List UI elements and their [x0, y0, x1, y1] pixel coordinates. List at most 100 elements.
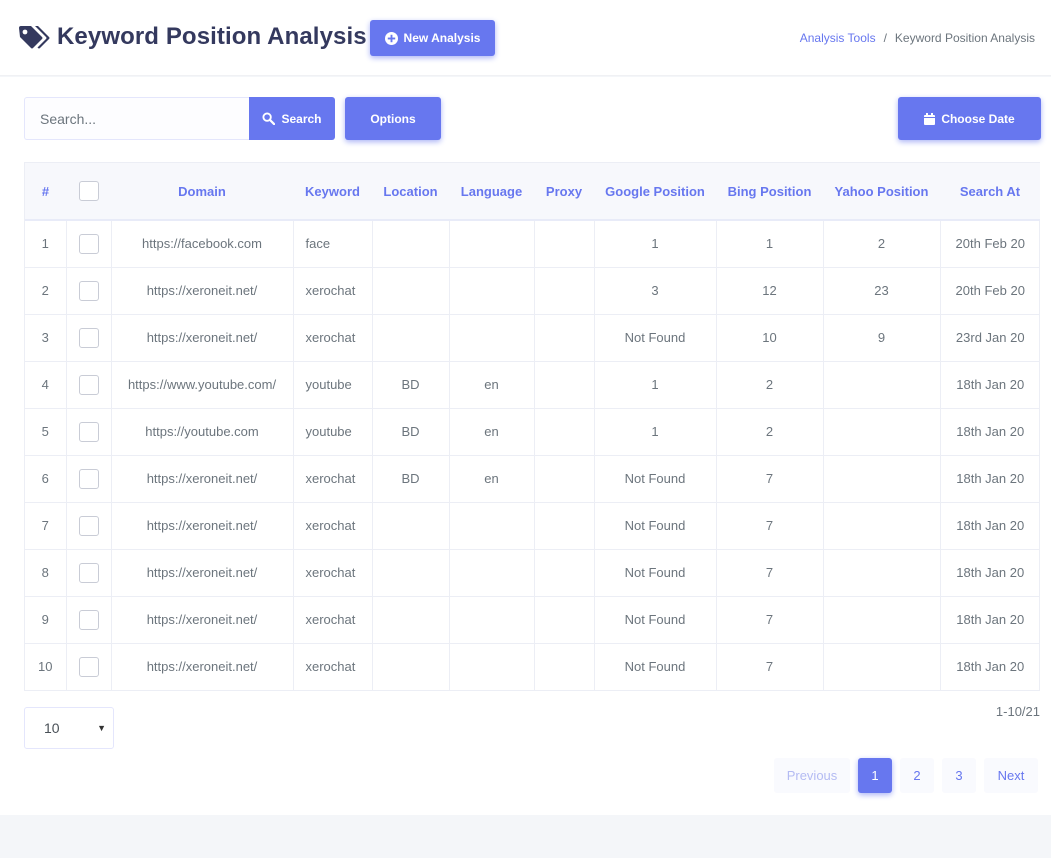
- keyword-cell: youtube: [292, 407, 372, 455]
- column-header-language[interactable]: Language: [449, 163, 534, 221]
- bing-position-cell: 12: [715, 266, 823, 314]
- bing-position-cell: 2: [715, 407, 823, 455]
- table-row: 2 https://xeroneit.net/ xerochat 3 12 23…: [25, 266, 1040, 314]
- column-header-search-at[interactable]: Search At: [940, 163, 1040, 221]
- language-cell: [448, 266, 534, 314]
- bing-position-cell: 1: [715, 219, 823, 267]
- row-checkbox[interactable]: [78, 327, 99, 348]
- row-checkbox[interactable]: [78, 233, 99, 254]
- page-header: Keyword Position Analysis New Analysis A…: [0, 0, 1051, 76]
- calendar-icon: [924, 112, 936, 125]
- domain-cell: https://youtube.com: [110, 407, 293, 455]
- caret-down-icon: ▼: [97, 723, 106, 733]
- previous-page-button[interactable]: Previous: [774, 758, 850, 793]
- search-at-cell: 18th Jan 20: [939, 360, 1040, 408]
- pagination-range: 1-10/21: [995, 704, 1040, 719]
- row-select-cell: [65, 642, 111, 690]
- location-cell: [371, 548, 449, 596]
- keyword-cell: face: [292, 219, 372, 267]
- proxy-cell: [533, 454, 594, 502]
- choose-date-button[interactable]: Choose Date: [898, 97, 1041, 140]
- location-cell: [371, 313, 449, 361]
- row-checkbox[interactable]: [78, 562, 99, 583]
- row-checkbox[interactable]: [78, 280, 99, 301]
- language-cell: [448, 595, 534, 643]
- proxy-cell: [533, 548, 594, 596]
- bing-position-cell: 7: [715, 548, 823, 596]
- row-index: 6: [25, 454, 66, 502]
- page-3-button[interactable]: 3: [942, 758, 976, 793]
- domain-cell: https://xeroneit.net/: [110, 642, 293, 690]
- column-header-index[interactable]: #: [25, 163, 66, 221]
- keyword-cell: xerochat: [292, 595, 372, 643]
- page-title: Keyword Position Analysis: [57, 23, 367, 50]
- domain-cell: https://xeroneit.net/: [110, 595, 293, 643]
- proxy-cell: [533, 219, 594, 267]
- keyword-cell: xerochat: [292, 501, 372, 549]
- row-index: 4: [25, 360, 66, 408]
- location-cell: BD: [371, 407, 449, 455]
- domain-cell: https://xeroneit.net/: [110, 501, 293, 549]
- row-checkbox[interactable]: [78, 374, 99, 395]
- search-input[interactable]: [24, 97, 250, 140]
- options-button[interactable]: Options: [345, 97, 441, 140]
- google-position-cell: 1: [593, 407, 716, 455]
- next-page-button[interactable]: Next: [984, 758, 1038, 793]
- google-position-cell: Not Found: [593, 595, 716, 643]
- search-at-cell: 18th Jan 20: [939, 454, 1040, 502]
- domain-cell: https://xeroneit.net/: [110, 266, 293, 314]
- column-header-location[interactable]: Location: [372, 163, 449, 221]
- row-index: 10: [25, 642, 66, 690]
- breadcrumb-analysis-tools[interactable]: Analysis Tools: [799, 31, 876, 45]
- search-at-cell: 18th Jan 20: [939, 595, 1040, 643]
- tags-icon: [19, 26, 50, 49]
- google-position-cell: Not Found: [593, 454, 716, 502]
- keyword-cell: xerochat: [292, 548, 372, 596]
- page-2-button[interactable]: 2: [900, 758, 934, 793]
- column-header-yahoo-position[interactable]: Yahoo Position: [823, 163, 940, 221]
- yahoo-position-cell: [822, 548, 940, 596]
- keyword-cell: xerochat: [292, 313, 372, 361]
- column-header-keyword[interactable]: Keyword: [293, 163, 372, 221]
- search-at-cell: 23rd Jan 20: [939, 313, 1040, 361]
- select-all-checkbox[interactable]: [78, 181, 99, 201]
- bing-position-cell: 7: [715, 501, 823, 549]
- column-header-select: [66, 163, 111, 221]
- bing-position-cell: 2: [715, 360, 823, 408]
- proxy-cell: [533, 266, 594, 314]
- search-at-cell: 18th Jan 20: [939, 642, 1040, 690]
- row-index: 7: [25, 501, 66, 549]
- location-cell: BD: [371, 360, 449, 408]
- bing-position-cell: 10: [715, 313, 823, 361]
- search-icon: [262, 112, 276, 125]
- column-header-google-position[interactable]: Google Position: [594, 163, 716, 221]
- row-index: 8: [25, 548, 66, 596]
- rows-per-page-select[interactable]: 10 ▼: [24, 707, 114, 749]
- column-header-proxy[interactable]: Proxy: [534, 163, 594, 221]
- row-select-cell: [65, 548, 111, 596]
- row-checkbox[interactable]: [78, 609, 99, 630]
- row-checkbox[interactable]: [78, 656, 99, 677]
- domain-cell: https://xeroneit.net/: [110, 454, 293, 502]
- row-checkbox[interactable]: [78, 421, 99, 442]
- row-checkbox[interactable]: [78, 515, 99, 536]
- row-select-cell: [65, 313, 111, 361]
- language-cell: en: [448, 360, 534, 408]
- proxy-cell: [533, 360, 594, 408]
- table-row: 5 https://youtube.com youtube BD en 1 2 …: [25, 407, 1040, 455]
- row-checkbox[interactable]: [78, 468, 99, 489]
- row-index: 2: [25, 266, 66, 314]
- bing-position-cell: 7: [715, 595, 823, 643]
- google-position-cell: Not Found: [593, 548, 716, 596]
- row-select-cell: [65, 501, 111, 549]
- search-button[interactable]: Search: [249, 97, 335, 140]
- google-position-cell: Not Found: [593, 501, 716, 549]
- column-header-domain[interactable]: Domain: [111, 163, 293, 221]
- plus-circle-icon: [384, 31, 398, 45]
- google-position-cell: 1: [593, 360, 716, 408]
- proxy-cell: [533, 595, 594, 643]
- column-header-bing-position[interactable]: Bing Position: [716, 163, 823, 221]
- new-analysis-button[interactable]: New Analysis: [370, 20, 495, 56]
- keyword-cell: xerochat: [292, 454, 372, 502]
- page-1-button[interactable]: 1: [858, 758, 892, 793]
